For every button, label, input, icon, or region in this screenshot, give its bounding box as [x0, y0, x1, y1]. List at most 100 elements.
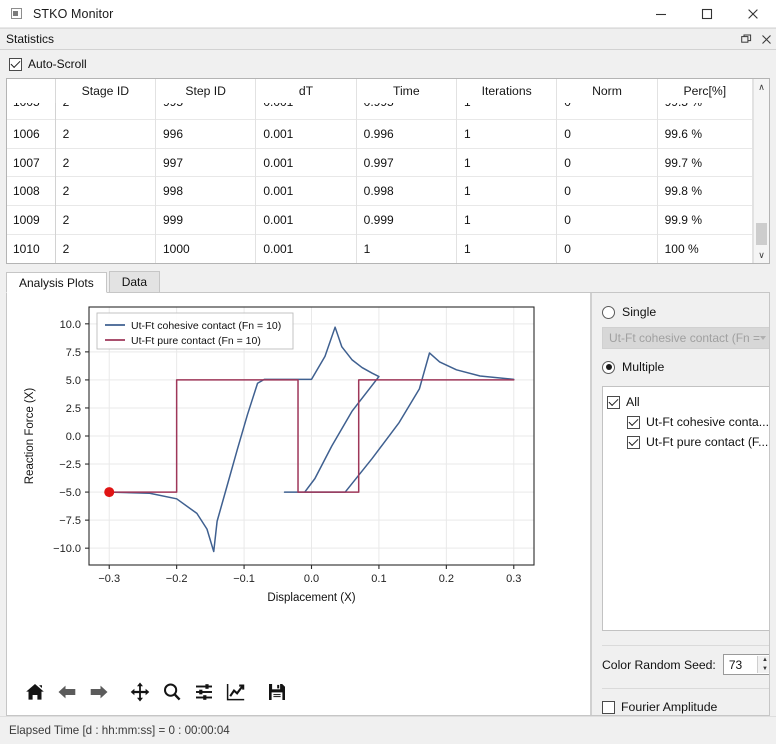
table-header-stage-id[interactable]: Stage ID — [55, 79, 156, 103]
series-listbox[interactable]: All Ut-Ft cohesive conta... Ut-Ft pure c… — [602, 386, 769, 631]
statistics-dock-title: Statistics — [6, 32, 55, 46]
status-bar: Elapsed Time [d : hh:mm:ss] = 0 : 00:00:… — [0, 716, 776, 744]
cell-norm: 0 — [556, 147, 658, 177]
table-header-row: Stage ID Step ID dT Time Iterations Norm… — [7, 79, 754, 103]
table-header-time[interactable]: Time — [356, 79, 457, 103]
statistics-dock-bar: Statistics — [0, 28, 776, 50]
table-row[interactable]: 1010 2 1000 0.001 1 1 0 100 % — [7, 233, 754, 263]
single-mode-row[interactable]: Single — [602, 305, 769, 319]
scroll-down-icon[interactable]: ∨ — [758, 249, 765, 260]
save-floppy-icon[interactable] — [261, 676, 293, 708]
multiple-mode-row[interactable]: Multiple — [602, 360, 769, 374]
scrollbar-track[interactable] — [754, 95, 770, 247]
minimize-button[interactable] — [638, 0, 684, 28]
plot-toolbar — [7, 669, 590, 715]
cell-step-id: 1000 — [155, 233, 257, 263]
cell-perc: 99.8 % — [657, 176, 754, 206]
chevron-down-icon — [760, 336, 767, 340]
edit-curve-icon[interactable] — [220, 676, 252, 708]
multiple-radio[interactable] — [602, 360, 615, 374]
row-index: 1006 — [7, 118, 56, 149]
fourier-amplitude-label: Fourier Amplitude — [621, 700, 718, 714]
series-checkbox[interactable] — [627, 415, 640, 429]
color-random-seed-value: 73 — [728, 657, 743, 672]
main-content: −0.3 −0.2 −0.1 0.0 0.1 0.2 0.3 −10.0 −7.5 −5.0 −2.… — [6, 293, 770, 716]
cell-time: 0.996 — [356, 118, 457, 149]
cell-perc: 99.5 % — [657, 103, 754, 120]
fourier-amplitude-row[interactable]: Fourier Amplitude — [602, 688, 769, 714]
table-row[interactable]: 1008 2 998 0.001 0.998 1 0 99.8 % — [7, 176, 754, 206]
pan-move-icon[interactable] — [124, 676, 156, 708]
table-header-dt[interactable]: dT — [255, 79, 357, 103]
series-line — [108, 326, 515, 553]
auto-scroll-row: Auto-Scroll — [0, 50, 776, 78]
cell-norm: 0 — [556, 118, 658, 149]
tab-data[interactable]: Data — [108, 271, 161, 292]
spinner-down-icon[interactable]: ▼ — [762, 665, 768, 672]
single-series-value: Ut-Ft cohesive contact (Fn = — [609, 331, 761, 345]
cell-stage-id: 2 — [55, 103, 156, 120]
cell-time: 0.997 — [356, 147, 457, 177]
row-index: 1005 — [7, 103, 56, 120]
color-random-seed-spinbox[interactable]: 73 ▲ ▼ — [722, 654, 769, 675]
table-row[interactable]: 1009 2 999 0.001 0.999 1 0 99.9 % — [7, 205, 754, 235]
single-series-dropdown[interactable]: Ut-Ft cohesive contact (Fn = — [602, 327, 769, 349]
y-tick-label: 10.0 — [60, 319, 81, 331]
list-item[interactable]: Ut-Ft pure contact (F... — [607, 432, 769, 452]
y-tick-label: −10.0 — [53, 543, 81, 555]
float-panel-icon[interactable] — [736, 30, 756, 48]
x-tick-label: 0.2 — [439, 573, 454, 585]
cell-dt: 0.001 — [255, 118, 357, 149]
series-checkbox[interactable] — [627, 435, 640, 449]
table-vertical-scrollbar[interactable]: ∧ ∨ — [753, 79, 769, 263]
cell-perc: 99.7 % — [657, 147, 754, 177]
color-random-seed-label: Color Random Seed: — [602, 657, 716, 672]
cell-perc: 100 % — [657, 233, 754, 263]
home-icon[interactable] — [19, 676, 51, 708]
all-checkbox[interactable] — [607, 395, 620, 409]
table-row[interactable]: 1005 2 995 0.001 0.995 1 0 99.5 % — [7, 103, 754, 120]
table-header-step-id[interactable]: Step ID — [155, 79, 257, 103]
table-row[interactable]: 1006 2 996 0.001 0.996 1 0 99.6 % — [7, 118, 754, 149]
close-button[interactable] — [730, 0, 776, 28]
pane-splitter[interactable] — [590, 293, 592, 715]
fourier-amplitude-checkbox[interactable] — [602, 700, 615, 714]
series-line — [108, 379, 515, 493]
statistics-table[interactable]: Stage ID Step ID dT Time Iterations Norm… — [6, 78, 770, 264]
y-tick-label: 2.5 — [66, 403, 81, 415]
x-tick-label: −0.1 — [233, 573, 255, 585]
matplotlib-canvas[interactable]: −0.3 −0.2 −0.1 0.0 0.1 0.2 0.3 −10.0 −7.5 −5.0 −2.… — [7, 293, 590, 669]
spinner-buttons[interactable]: ▲ ▼ — [757, 656, 769, 673]
table-header-iterations[interactable]: Iterations — [456, 79, 558, 103]
close-panel-icon[interactable] — [756, 30, 776, 48]
x-tick-label: 0.0 — [304, 573, 319, 585]
cell-stage-id: 2 — [55, 176, 156, 206]
y-tick-label: −2.5 — [59, 459, 81, 471]
auto-scroll-checkbox[interactable] — [9, 57, 22, 71]
cell-dt: 0.001 — [255, 103, 357, 120]
single-radio[interactable] — [602, 305, 615, 319]
statistics-table-body: 1005 2 995 0.001 0.995 1 0 99.5 % 1006 2… — [7, 103, 754, 263]
tab-analysis-plots[interactable]: Analysis Plots — [6, 272, 107, 293]
cell-step-id: 995 — [155, 103, 257, 120]
table-row[interactable]: 1007 2 997 0.001 0.997 1 0 99.7 % — [7, 147, 754, 177]
list-item[interactable]: Ut-Ft cohesive conta... — [607, 412, 769, 432]
forward-arrow-icon[interactable] — [83, 676, 115, 708]
cell-step-id: 996 — [155, 118, 257, 149]
table-header-corner[interactable] — [7, 79, 56, 103]
maximize-button[interactable] — [684, 0, 730, 28]
cell-iterations: 1 — [456, 233, 558, 263]
zoom-magnifier-icon[interactable] — [156, 676, 188, 708]
scroll-up-icon[interactable]: ∧ — [758, 81, 765, 92]
cell-iterations: 1 — [456, 205, 558, 235]
row-index: 1008 — [7, 176, 56, 206]
back-arrow-icon[interactable] — [51, 676, 83, 708]
row-index: 1010 — [7, 233, 56, 263]
spinner-up-icon[interactable]: ▲ — [762, 657, 768, 664]
app-icon — [10, 7, 24, 21]
scrollbar-thumb[interactable] — [755, 223, 767, 245]
subplot-sliders-icon[interactable] — [188, 676, 220, 708]
table-header-perc[interactable]: Perc[%] — [657, 79, 754, 103]
table-header-norm[interactable]: Norm — [556, 79, 658, 103]
list-item-all[interactable]: All — [607, 392, 769, 412]
